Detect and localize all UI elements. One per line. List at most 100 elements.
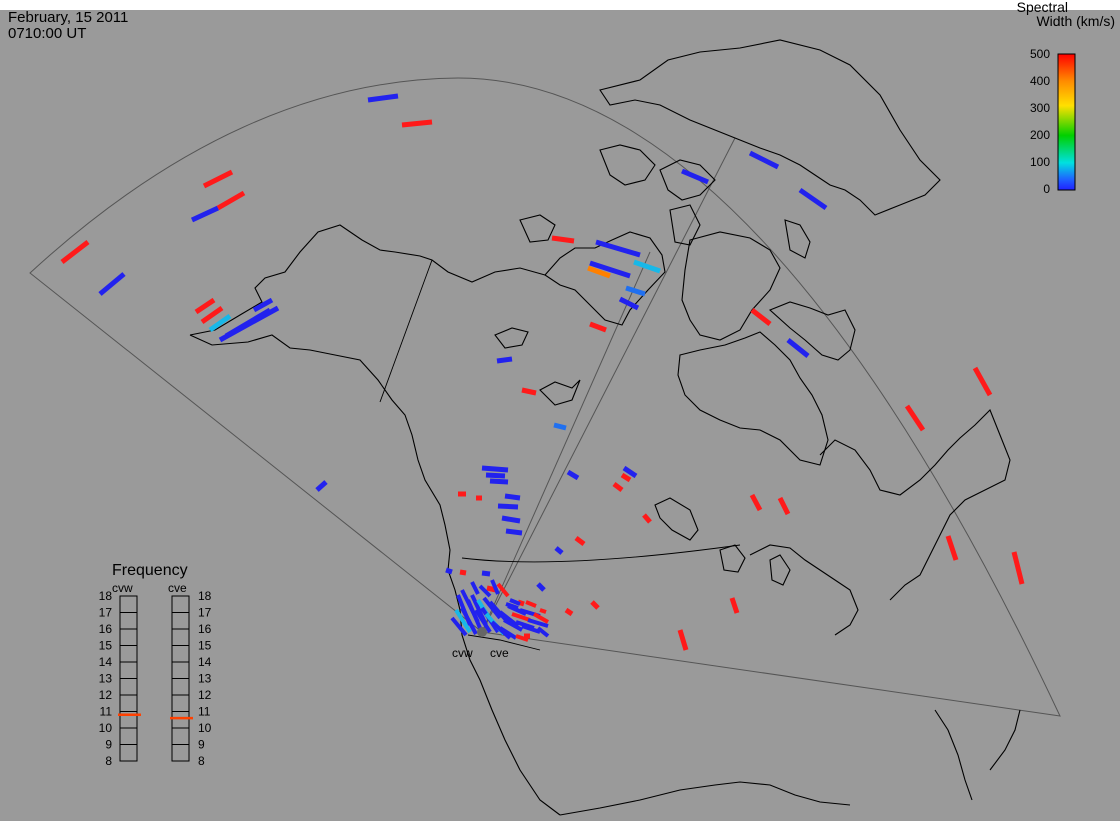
echo-vector bbox=[489, 478, 509, 485]
echo-vector bbox=[450, 616, 468, 637]
echo-vector bbox=[498, 626, 518, 640]
echo-vector bbox=[481, 570, 491, 577]
echo-vector bbox=[551, 235, 575, 244]
frequency-cell bbox=[171, 694, 190, 712]
frequency-tick-label: 17 bbox=[198, 606, 212, 620]
radar-map: cvw cve 500 400 300 200 100 0 Frequency cvw bbox=[29, 39, 1076, 816]
echo-vector bbox=[208, 313, 232, 333]
echo-vector bbox=[589, 321, 607, 333]
echo-vector bbox=[786, 338, 810, 358]
frequency-tick-label: 15 bbox=[198, 639, 212, 653]
echo-vector bbox=[509, 598, 521, 606]
frequency-panel: Frequency cvw cve 18 17 16 15 14 13 12 11 10 9 8 18… bbox=[99, 562, 212, 768]
echo-vector bbox=[511, 612, 531, 622]
echo-vector bbox=[521, 387, 537, 396]
echo-vector bbox=[642, 513, 652, 524]
echo-vector bbox=[200, 305, 224, 325]
echo-vector bbox=[98, 272, 126, 296]
echo-vector bbox=[482, 596, 502, 620]
frequency-tick-label: 9 bbox=[198, 738, 205, 752]
echo-vector bbox=[515, 634, 529, 642]
frequency-tick-label: 10 bbox=[198, 721, 212, 735]
frequency-cell bbox=[119, 661, 138, 679]
echo-vector bbox=[481, 465, 509, 473]
frequency-tick-label: 14 bbox=[198, 655, 212, 669]
colorbar: 500 400 300 200 100 0 bbox=[1030, 47, 1076, 196]
frequency-cell bbox=[171, 711, 190, 729]
frequency-tick-label: 18 bbox=[99, 589, 113, 603]
echo-vector bbox=[194, 297, 216, 315]
echo-vector bbox=[564, 607, 574, 617]
echo-vector bbox=[904, 404, 926, 432]
frequency-tick-label: 15 bbox=[99, 639, 113, 653]
frequency-cell bbox=[171, 595, 190, 613]
echo-vector bbox=[504, 493, 521, 501]
coastlines bbox=[189, 39, 1021, 816]
echo-vector bbox=[536, 626, 550, 638]
echo-vector bbox=[527, 618, 549, 628]
echo-vector bbox=[496, 582, 510, 598]
frequency-radar-cve: cve bbox=[168, 581, 187, 595]
frequency-tick-label: 13 bbox=[99, 672, 113, 686]
colorbar-tick-label: 200 bbox=[1030, 128, 1050, 142]
frequency-cell bbox=[119, 744, 138, 762]
colorbar-tick-label: 0 bbox=[1043, 182, 1050, 196]
echo-vector bbox=[972, 366, 993, 397]
echo-vector bbox=[190, 205, 220, 223]
echo-vector bbox=[498, 610, 520, 628]
echo-vector bbox=[536, 582, 546, 592]
radar-label-cvw: cvw bbox=[452, 646, 473, 660]
frequency-tick-label: 9 bbox=[105, 738, 112, 752]
echo-vector bbox=[505, 602, 519, 610]
echo-vector bbox=[595, 239, 641, 258]
echo-vector bbox=[566, 469, 580, 481]
frequency-tick-label: 16 bbox=[198, 622, 212, 636]
echo-vector bbox=[553, 422, 567, 431]
radar-label-cve: cve bbox=[490, 646, 509, 660]
field-of-view-outline bbox=[29, 77, 1061, 717]
echo-vector bbox=[470, 581, 480, 595]
frequency-cell bbox=[119, 628, 138, 646]
echo-vector bbox=[490, 579, 500, 595]
frequency-tick-label: 18 bbox=[198, 589, 212, 603]
echo-vector bbox=[367, 93, 399, 103]
echo-vector bbox=[681, 168, 709, 185]
echo-vector bbox=[478, 584, 492, 598]
echo-vector bbox=[224, 307, 272, 339]
echo-vector bbox=[401, 119, 433, 128]
echo-vector bbox=[554, 546, 564, 555]
colorbar-title-line2: Width (km/s) bbox=[1036, 13, 1115, 29]
echo-vector bbox=[625, 285, 646, 297]
echo-vector bbox=[460, 607, 478, 635]
echo-vector bbox=[503, 618, 523, 632]
frequency-tick-label: 13 bbox=[198, 672, 212, 686]
frequency-tick-label: 17 bbox=[99, 606, 113, 620]
frequency-tick-label: 14 bbox=[99, 655, 113, 669]
political-borders bbox=[379, 259, 741, 651]
frequency-cell bbox=[119, 678, 138, 696]
frequency-cell bbox=[119, 694, 138, 712]
frequency-cell bbox=[171, 661, 190, 679]
echo-vector bbox=[620, 472, 632, 483]
frequency-cell bbox=[171, 744, 190, 762]
echo-vector bbox=[590, 600, 600, 610]
frequency-tick-label: 11 bbox=[100, 705, 113, 719]
echo-vector bbox=[315, 480, 328, 492]
echo-vector bbox=[574, 536, 586, 546]
frequency-cell bbox=[171, 727, 190, 745]
colorbar-title-line1: Spectral bbox=[1016, 0, 1068, 15]
echo-vector bbox=[750, 308, 772, 326]
echo-vector bbox=[496, 356, 513, 364]
frequency-tick-label: 12 bbox=[198, 688, 212, 702]
echo-vector bbox=[505, 528, 523, 536]
echo-vector bbox=[618, 296, 640, 311]
echo-vector bbox=[587, 265, 611, 279]
echo-vector bbox=[1011, 551, 1025, 585]
frequency-tick-label: 10 bbox=[99, 721, 113, 735]
colorbar-tick-label: 300 bbox=[1030, 101, 1050, 115]
echo-vector bbox=[749, 493, 763, 512]
echo-vector bbox=[466, 599, 482, 629]
echo-vector bbox=[459, 569, 467, 576]
echo-vector bbox=[216, 190, 246, 211]
time-label: 0710:00 UT bbox=[8, 25, 87, 42]
